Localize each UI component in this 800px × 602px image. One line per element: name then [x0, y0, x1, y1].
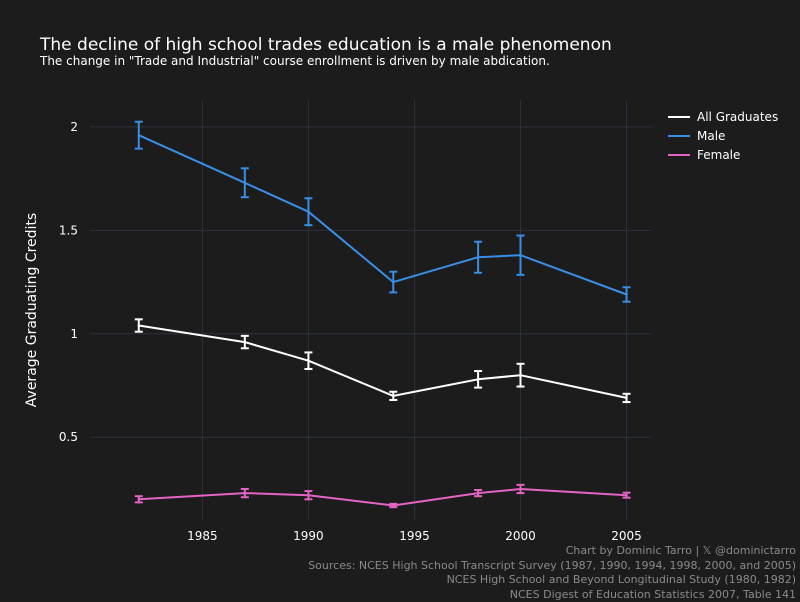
x-tick-label: 1995 [399, 529, 430, 543]
data-point [625, 494, 627, 496]
legend-item-female[interactable]: Female [668, 145, 778, 164]
series-layer [135, 122, 631, 507]
series-line [139, 489, 627, 506]
data-point [477, 492, 479, 494]
x-tick-label: 1985 [187, 529, 218, 543]
data-point [392, 281, 394, 283]
y-tick-label: 2 [70, 120, 78, 134]
legend-swatch [668, 135, 690, 137]
data-point [477, 256, 479, 258]
x-axis-ticks: 1985 1990 1995 2000 2005 [187, 529, 642, 543]
legend-item-male[interactable]: Male [668, 126, 778, 145]
data-point [625, 397, 627, 399]
legend-label: All Graduates [697, 110, 778, 124]
data-point [244, 182, 246, 184]
data-point [307, 359, 309, 361]
legend-label: Male [697, 129, 725, 143]
data-point [477, 378, 479, 380]
x-tick-label: 1990 [293, 529, 324, 543]
legend-swatch [668, 116, 690, 118]
source-line: NCES High School and Beyond Longitudinal… [308, 573, 796, 588]
data-point [519, 488, 521, 490]
series-line [139, 135, 627, 294]
data-point [519, 374, 521, 376]
data-point [392, 504, 394, 506]
data-point [625, 293, 627, 295]
series-all-graduates [135, 319, 631, 402]
series-male [135, 122, 631, 302]
data-point [392, 395, 394, 397]
data-point [244, 341, 246, 343]
x-tick-label: 2005 [611, 529, 642, 543]
y-tick-label: 0.5 [59, 430, 78, 444]
credit-line: Chart by Dominic Tarro | 𝕏 @dominictarro [308, 544, 796, 559]
x-tick-label: 2000 [505, 529, 536, 543]
y-axis-ticks: 0.5 1 1.5 2 [59, 120, 78, 444]
legend: All Graduates Male Female [668, 107, 778, 164]
data-point [519, 254, 521, 256]
legend-swatch [668, 154, 690, 156]
source-line: Sources: NCES High School Transcript Sur… [308, 559, 796, 574]
data-point [138, 324, 140, 326]
data-point [138, 498, 140, 500]
y-tick-label: 1 [70, 327, 78, 341]
series-line [139, 326, 627, 398]
data-point [138, 134, 140, 136]
data-point [307, 494, 309, 496]
data-point [244, 492, 246, 494]
y-axis-label: Average Graduating Credits [24, 213, 40, 407]
chart-footer: Chart by Dominic Tarro | 𝕏 @dominictarro… [308, 544, 796, 602]
legend-item-all-graduates[interactable]: All Graduates [668, 107, 778, 126]
legend-label: Female [697, 148, 740, 162]
series-female [135, 485, 631, 507]
y-tick-label: 1.5 [59, 223, 78, 237]
gridlines [90, 100, 652, 520]
data-point [307, 211, 309, 213]
